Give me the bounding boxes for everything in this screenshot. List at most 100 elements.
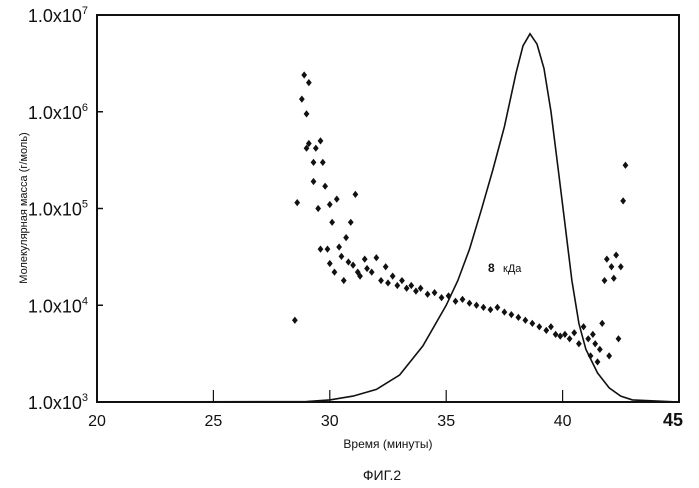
data-point xyxy=(339,253,345,260)
data-point xyxy=(311,178,317,185)
y-tick-exponent: 3 xyxy=(82,392,88,404)
x-tick-labels: 202530354045 xyxy=(88,390,683,430)
data-point xyxy=(585,335,591,342)
data-point xyxy=(439,294,445,301)
data-point xyxy=(509,311,515,318)
data-point xyxy=(343,234,349,241)
data-point xyxy=(599,320,605,327)
x-tick-label: 35 xyxy=(437,413,455,430)
y-tick-label: 1.0x104 xyxy=(28,295,88,316)
data-point xyxy=(553,331,559,338)
data-point xyxy=(325,246,331,253)
data-point xyxy=(616,335,622,342)
data-point xyxy=(597,346,603,353)
data-point xyxy=(481,304,487,311)
data-point xyxy=(334,196,340,203)
data-point xyxy=(602,277,608,284)
data-point xyxy=(294,199,300,206)
annotation-number: 8 xyxy=(488,261,495,275)
y-tick-label: 1.0x106 xyxy=(28,102,88,123)
data-point xyxy=(322,183,328,190)
data-point xyxy=(590,331,596,338)
data-point xyxy=(306,79,312,86)
data-point xyxy=(515,314,521,321)
data-point xyxy=(567,335,573,342)
y-tick-label: 1.0x107 xyxy=(28,5,88,26)
data-point xyxy=(606,352,612,359)
data-point xyxy=(336,243,342,250)
data-point xyxy=(364,265,370,272)
data-point xyxy=(581,323,587,330)
y-tick-exponent: 5 xyxy=(82,199,88,211)
data-point xyxy=(425,291,431,298)
data-point xyxy=(609,263,615,270)
x-tick-label: 25 xyxy=(205,413,223,430)
data-point xyxy=(318,137,324,144)
data-point xyxy=(562,331,568,338)
data-point xyxy=(399,277,405,284)
data-point xyxy=(529,320,535,327)
x-tick-label: 30 xyxy=(321,413,339,430)
data-point xyxy=(460,296,466,303)
data-point xyxy=(446,292,452,299)
data-point xyxy=(557,332,563,339)
y-tick-exponent: 7 xyxy=(82,5,88,17)
data-point xyxy=(304,110,310,117)
data-point xyxy=(595,358,601,365)
data-point xyxy=(353,191,359,198)
data-point xyxy=(474,302,480,309)
data-point xyxy=(467,300,473,307)
data-point xyxy=(576,340,582,347)
data-point xyxy=(618,263,624,270)
y-tick-label: 1.0x103 xyxy=(28,392,88,413)
data-point xyxy=(453,298,459,305)
y-tick-exponent: 4 xyxy=(82,295,88,307)
x-tick-label: 40 xyxy=(554,413,572,430)
data-point xyxy=(369,269,375,276)
data-point xyxy=(495,304,501,311)
y-tick-label: 1.0x105 xyxy=(28,199,88,220)
data-point xyxy=(418,285,424,292)
data-point xyxy=(315,205,321,212)
annotation-unit: кДа xyxy=(503,263,522,275)
data-point xyxy=(502,308,508,315)
data-point xyxy=(301,71,307,78)
data-point xyxy=(313,145,319,152)
data-point xyxy=(394,282,400,289)
data-point xyxy=(373,254,379,261)
y-tick-labels: 1.0x103 1.0x104 1.0x105 1.0x106 1.0x107 xyxy=(28,5,103,413)
data-point xyxy=(299,96,305,103)
data-point xyxy=(378,277,384,284)
data-point xyxy=(522,317,528,324)
data-point xyxy=(311,159,317,166)
data-point xyxy=(341,277,347,284)
data-point xyxy=(536,323,542,330)
data-point xyxy=(348,219,354,226)
y-axis-label: Молекулярная масса (г/моль) xyxy=(18,132,30,283)
data-point xyxy=(346,258,352,265)
data-point xyxy=(613,251,619,258)
data-point xyxy=(350,262,356,269)
data-point xyxy=(318,246,324,253)
x-axis-label: Время (минуты) xyxy=(343,437,432,451)
data-point xyxy=(488,306,494,313)
figure-caption: ФИГ.2 xyxy=(363,467,401,483)
data-point xyxy=(292,317,298,324)
data-point xyxy=(543,327,549,334)
data-point xyxy=(413,288,419,295)
x-tick-label: 20 xyxy=(88,413,106,430)
data-point xyxy=(327,201,333,208)
data-point xyxy=(620,197,626,204)
data-point xyxy=(320,159,326,166)
data-point xyxy=(432,289,438,296)
data-point xyxy=(604,255,610,262)
plot-frame xyxy=(97,15,679,402)
data-point xyxy=(623,162,629,169)
data-point xyxy=(548,323,554,330)
data-point xyxy=(592,340,598,347)
data-point xyxy=(611,275,617,282)
data-point xyxy=(329,219,335,226)
data-point xyxy=(385,279,391,286)
data-point xyxy=(390,273,396,280)
